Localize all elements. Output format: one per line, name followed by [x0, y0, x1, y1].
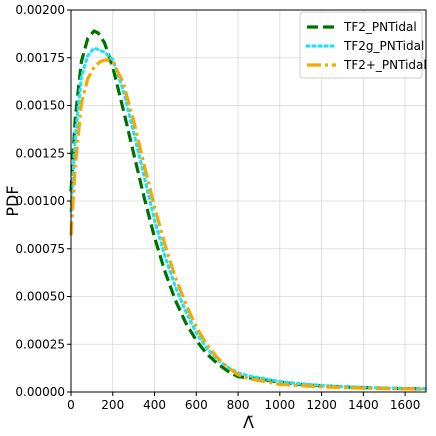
y-axis-ticks: 0.00000 0.00025 0.00050 0.00075 0.00100 0.001… [15, 3, 71, 399]
legend: TF2_PNTidal TF2g_PNTidal TF2+_PNTidal [299, 11, 427, 79]
plot-lines [69, 29, 428, 391]
y-tick-label: 0.00125 [15, 146, 65, 160]
x-tick-label: 1600 [390, 398, 421, 412]
y-tick-label: 0.00100 [15, 194, 65, 208]
x-tick-label: 800 [227, 398, 250, 412]
y-axis-label: PDF [3, 185, 22, 216]
x-axis-label: Λ̃ [243, 413, 254, 432]
y-tick-label: 0.00000 [15, 385, 65, 399]
x-tick-label: 1200 [306, 398, 337, 412]
y-tick-label: 0.00200 [15, 3, 65, 17]
x-tick-label: 1000 [265, 398, 296, 412]
x-tick-label: 0 [67, 398, 75, 412]
legend-label: TF2_PNTidal [343, 20, 417, 34]
legend-label: TF2+_PNTidal [343, 58, 427, 72]
y-tick-label: 0.00050 [15, 290, 65, 304]
y-tick-label: 0.00075 [15, 242, 65, 256]
series-line-tf2-pntidal [69, 58, 427, 391]
legend-label: TF2g_PNTidal [343, 39, 424, 53]
y-tick-label: 0.00025 [15, 337, 65, 351]
x-tick-label: 1400 [348, 398, 379, 412]
x-tick-label: 600 [185, 398, 208, 412]
x-tick-label: 400 [143, 398, 166, 412]
x-tick-label: 200 [101, 398, 124, 412]
x-axis-ticks: 0 200 400 600 800 1000 1200 1400 1600 [67, 392, 420, 412]
y-tick-label: 0.00150 [15, 99, 65, 113]
y-tick-label: 0.00175 [15, 51, 65, 65]
